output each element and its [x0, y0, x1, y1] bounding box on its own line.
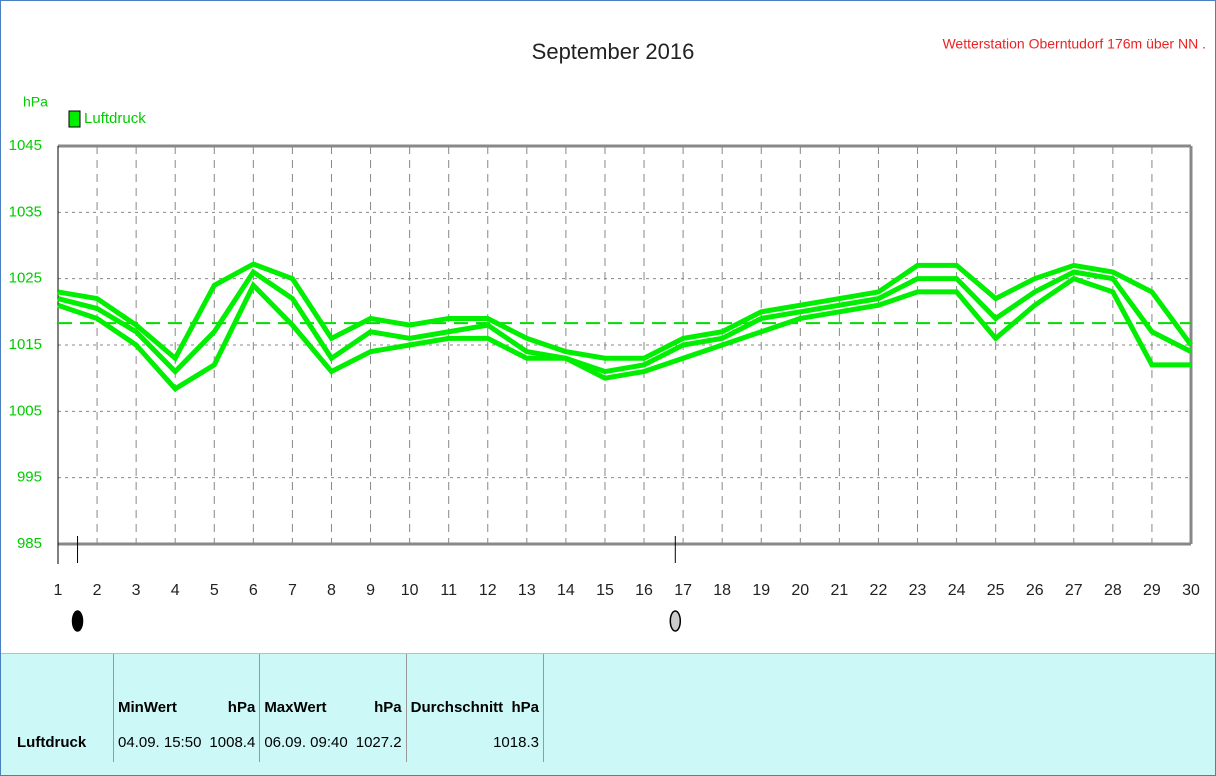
x-tick-label: 1: [54, 582, 63, 599]
chart-title: September 2016: [532, 39, 695, 64]
x-tick-label: 30: [1182, 582, 1200, 599]
y-tick-label: 985: [17, 535, 42, 552]
x-tick-label: 3: [132, 582, 141, 599]
data-line: [57, 275, 1191, 393]
x-tick-label: 6: [249, 582, 258, 599]
x-tick-label: 5: [210, 582, 219, 599]
header: hPa: [374, 699, 402, 716]
cell: 1018.3: [405, 722, 544, 762]
cell: 1027.2: [355, 733, 402, 751]
legend-swatch: [68, 110, 81, 128]
x-tick-label: 16: [635, 582, 653, 599]
cell: 1008.4: [209, 733, 256, 751]
x-tick-label: 4: [171, 582, 180, 599]
x-tick-label: 15: [596, 582, 614, 599]
y-tick-label: 995: [17, 469, 42, 486]
x-tick-label: 18: [713, 582, 731, 599]
x-tick-label: 7: [288, 582, 297, 599]
x-tick-label: 2: [93, 582, 102, 599]
x-tick-label: 14: [557, 582, 575, 599]
cell: 04.09. 15:50: [113, 722, 206, 762]
y-axis-label: hPa: [23, 94, 48, 110]
data-line: [57, 268, 1193, 376]
x-tick-label: 21: [830, 582, 848, 599]
x-tick-label: 22: [870, 582, 888, 599]
x-tick-label: 11: [440, 582, 457, 599]
x-tick-label: 9: [366, 582, 375, 599]
x-tick-label: 8: [327, 582, 336, 599]
x-tick-label: 29: [1143, 582, 1161, 599]
data-line: [57, 261, 1194, 363]
row-label: Luftdruck: [17, 733, 87, 751]
x-tick-label: 27: [1065, 582, 1083, 599]
x-tick-label: 19: [752, 582, 770, 599]
x-tick-label: 26: [1026, 582, 1044, 599]
x-tick-label: 23: [909, 582, 927, 599]
legend-label: Luftdruck: [84, 110, 146, 127]
y-tick-label: 1045: [9, 137, 42, 154]
moon-icon: [71, 610, 84, 632]
header: MinWert: [113, 654, 206, 722]
station-label: Wetterstation Oberntudorf 176m über NN .: [942, 36, 1206, 52]
x-tick-label: 20: [791, 582, 809, 599]
stats-table: MinWert hPa MaxWert hPa Durchschnitt hPa…: [13, 654, 552, 762]
x-tick-label: 10: [401, 582, 419, 599]
x-tick-label: 12: [479, 582, 497, 599]
moon-icon: [669, 610, 682, 632]
stats-panel: MinWert hPa MaxWert hPa Durchschnitt hPa…: [1, 653, 1215, 775]
x-tick-label: 28: [1104, 582, 1122, 599]
y-tick-label: 1015: [9, 336, 42, 353]
header: hPa: [227, 699, 256, 716]
x-tick-label: 24: [948, 582, 966, 599]
header: Durchschnitt hPa: [405, 654, 544, 722]
x-tick-label: 25: [987, 582, 1005, 599]
x-tick-label: 17: [674, 582, 692, 599]
y-tick-label: 1025: [9, 270, 42, 287]
y-tick-label: 1005: [9, 402, 42, 419]
chart: September 2016 Wetterstation Oberntudorf…: [9, 36, 1206, 632]
header: MaxWert: [259, 654, 352, 722]
cell: 06.09. 09:40: [259, 722, 352, 762]
y-tick-label: 1035: [9, 203, 42, 220]
x-tick-label: 13: [518, 582, 536, 599]
